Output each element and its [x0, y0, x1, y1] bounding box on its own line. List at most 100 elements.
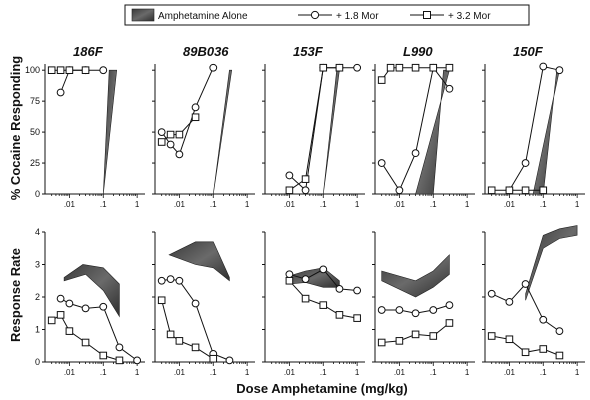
x-tick-label: .1	[540, 200, 547, 209]
panel-150f-cocaine: .01 .1 1	[482, 62, 585, 209]
panel-186f-cocaine: 0 25 50 75 100 .01 .1 1	[25, 64, 145, 209]
panel-l990-rate: .01 .1 1	[372, 231, 475, 377]
x-tick-label: .01	[504, 200, 516, 209]
y-tick-label: 75	[30, 96, 40, 106]
point-mor18	[353, 63, 362, 72]
x-axis-title: Dose Amphetamine (mg/kg)	[236, 381, 407, 396]
panel-l990-cocaine: .01 .1 1	[372, 63, 475, 209]
point-mor32	[395, 337, 404, 345]
point-mor18	[521, 280, 530, 288]
point-mor32	[487, 332, 496, 340]
band-amphetamine-alone	[103, 69, 118, 195]
line-mor32	[289, 67, 340, 191]
point-mor18	[487, 289, 496, 298]
point-mor18	[411, 149, 420, 158]
y-tick-label: 0	[35, 357, 40, 367]
band-amphetamine-alone	[323, 69, 340, 195]
x-tick-label: .1	[540, 368, 547, 377]
panel-150f-rate: .01 .1 1	[482, 225, 585, 377]
x-tick-label: .01	[284, 200, 296, 209]
panel-89b036-rate: .01 .1 1	[152, 231, 255, 377]
point-mor32	[539, 186, 548, 195]
x-tick-label: .01	[394, 200, 406, 209]
point-mor18	[335, 284, 344, 293]
point-mor32	[56, 66, 65, 74]
point-mor18	[377, 306, 386, 314]
point-mor18	[56, 294, 65, 303]
point-mor18	[133, 356, 142, 365]
point-mor32	[429, 63, 438, 72]
point-mor18	[539, 62, 548, 71]
point-mor32	[505, 186, 514, 195]
point-mor18	[521, 159, 530, 167]
point-mor18	[99, 302, 108, 311]
point-mor18	[377, 159, 386, 167]
y-tick-label: 3	[35, 260, 40, 270]
x-tick-label: .01	[394, 368, 406, 377]
point-mor18	[395, 306, 404, 314]
point-mor18	[301, 275, 310, 284]
panel-title-153f: 153F	[293, 44, 324, 59]
y-tick-label: 100	[25, 65, 40, 75]
point-mor32	[157, 138, 166, 146]
point-mor32	[411, 330, 420, 339]
legend: Amphetamine Alone + 1.8 Mor + 3.2 Mor	[124, 4, 530, 26]
x-tick-label: 1	[245, 200, 250, 209]
band-amphetamine-alone	[381, 254, 450, 298]
point-mor18	[191, 103, 200, 112]
point-mor18	[319, 265, 328, 274]
point-mor18	[429, 306, 438, 314]
point-mor18	[99, 66, 108, 75]
point-mor32	[175, 337, 184, 345]
band-amphetamine-alone	[63, 264, 120, 318]
point-mor32	[191, 343, 200, 352]
point-mor32	[335, 63, 344, 72]
point-mor32	[175, 130, 184, 139]
point-mor32	[47, 66, 56, 74]
x-tick-label: 1	[465, 200, 470, 209]
y-tick-label: 2	[35, 292, 40, 302]
x-tick-label: .1	[210, 200, 217, 209]
x-tick-label: 1	[135, 368, 140, 377]
point-mor32	[487, 186, 496, 195]
band-amphetamine-alone	[289, 267, 340, 288]
y-tick-label: 4	[35, 227, 40, 237]
band-amphetamine-alone	[213, 69, 233, 195]
point-mor32	[335, 311, 344, 319]
x-tick-label: .1	[100, 368, 107, 377]
point-mor18	[175, 276, 184, 285]
point-mor32	[377, 338, 386, 347]
point-mor18	[157, 128, 166, 136]
band-amphetamine-alone	[168, 241, 230, 282]
legend-swatch-amphetamine-alone	[131, 8, 155, 22]
band-amphetamine-alone	[525, 225, 578, 301]
x-tick-label: .01	[284, 368, 296, 377]
panel-153f-cocaine: .01 .1 1	[262, 63, 365, 209]
y-tick-label: 25	[30, 158, 40, 168]
point-mor32	[555, 351, 564, 360]
point-mor18	[353, 286, 362, 295]
point-mor32	[505, 335, 514, 344]
panel-89b036-cocaine: .01 .1 1	[152, 63, 255, 209]
x-tick-label: .01	[64, 200, 76, 209]
line-mor18	[508, 65, 560, 191]
x-tick-label: .01	[504, 368, 516, 377]
legend-marker-square-icon	[423, 11, 431, 19]
point-mor32	[166, 130, 175, 139]
point-mor18	[445, 84, 454, 93]
band-amphetamine-alone	[532, 69, 560, 195]
x-tick-label: .1	[210, 368, 217, 377]
point-mor32	[285, 276, 294, 285]
point-mor32	[395, 63, 404, 72]
point-mor32	[445, 319, 454, 327]
point-mor32	[386, 63, 395, 72]
x-tick-label: .01	[174, 368, 186, 377]
point-mor18	[505, 297, 514, 306]
point-mor18	[539, 315, 548, 324]
line-mor18	[381, 66, 450, 192]
panels-container: 186F 0 25 50 75 100 .01 .1 1 0 1 2 3 4 .01 .1 1 89B036 .01…	[25, 44, 585, 377]
panel-153f-rate: .01 .1 1	[262, 231, 365, 377]
legend-label-mor32: + 3.2 Mor	[448, 11, 491, 22]
point-mor18	[166, 140, 175, 149]
